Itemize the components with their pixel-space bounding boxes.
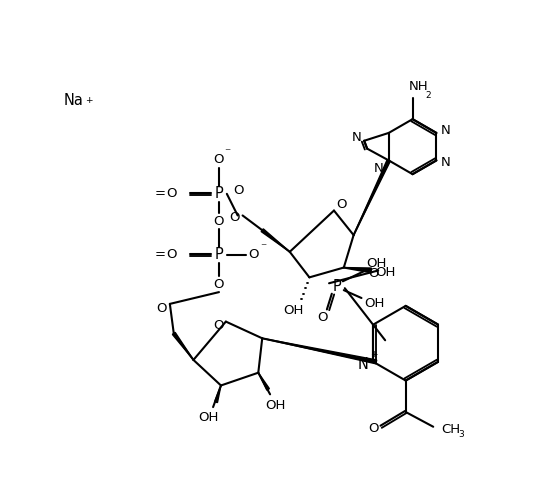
Text: +: + [85, 96, 93, 104]
Text: 3: 3 [458, 430, 464, 439]
Text: N: N [441, 156, 450, 169]
Polygon shape [344, 268, 371, 271]
Text: O: O [233, 185, 244, 198]
Text: O: O [229, 211, 240, 224]
Text: O: O [167, 187, 177, 200]
Text: O: O [248, 248, 258, 261]
Text: O: O [317, 311, 327, 324]
Text: N: N [441, 125, 450, 138]
Text: N: N [358, 357, 369, 372]
Text: O: O [337, 198, 347, 211]
Text: OH: OH [366, 257, 387, 270]
Text: O: O [214, 215, 224, 228]
Polygon shape [261, 229, 290, 252]
Text: P: P [333, 279, 342, 294]
Text: O: O [214, 153, 224, 166]
Text: ⁻: ⁻ [260, 242, 266, 255]
Text: N: N [351, 131, 361, 144]
Polygon shape [214, 385, 221, 403]
Text: N: N [374, 162, 384, 175]
Text: 2: 2 [425, 91, 431, 99]
Text: OH: OH [283, 304, 304, 317]
Text: O: O [214, 278, 224, 291]
Text: OH: OH [364, 298, 384, 311]
Text: O: O [213, 319, 223, 332]
Polygon shape [172, 332, 194, 360]
Text: OH: OH [375, 266, 395, 279]
Text: +: + [370, 350, 377, 358]
Text: CH: CH [441, 423, 460, 436]
Text: O: O [167, 248, 177, 261]
Text: NH: NH [409, 80, 428, 93]
Text: Na: Na [64, 93, 84, 108]
Polygon shape [354, 160, 390, 235]
Text: OH: OH [198, 412, 218, 425]
Text: P: P [214, 247, 223, 262]
Text: O: O [368, 422, 378, 435]
Text: ⁻: ⁻ [225, 146, 231, 159]
Polygon shape [258, 373, 270, 390]
Text: O: O [157, 302, 167, 315]
Text: OH: OH [265, 398, 285, 412]
Polygon shape [262, 338, 377, 364]
Text: P: P [214, 186, 223, 201]
Text: =: = [155, 248, 166, 261]
Text: O: O [368, 267, 378, 280]
Text: =: = [155, 187, 166, 200]
